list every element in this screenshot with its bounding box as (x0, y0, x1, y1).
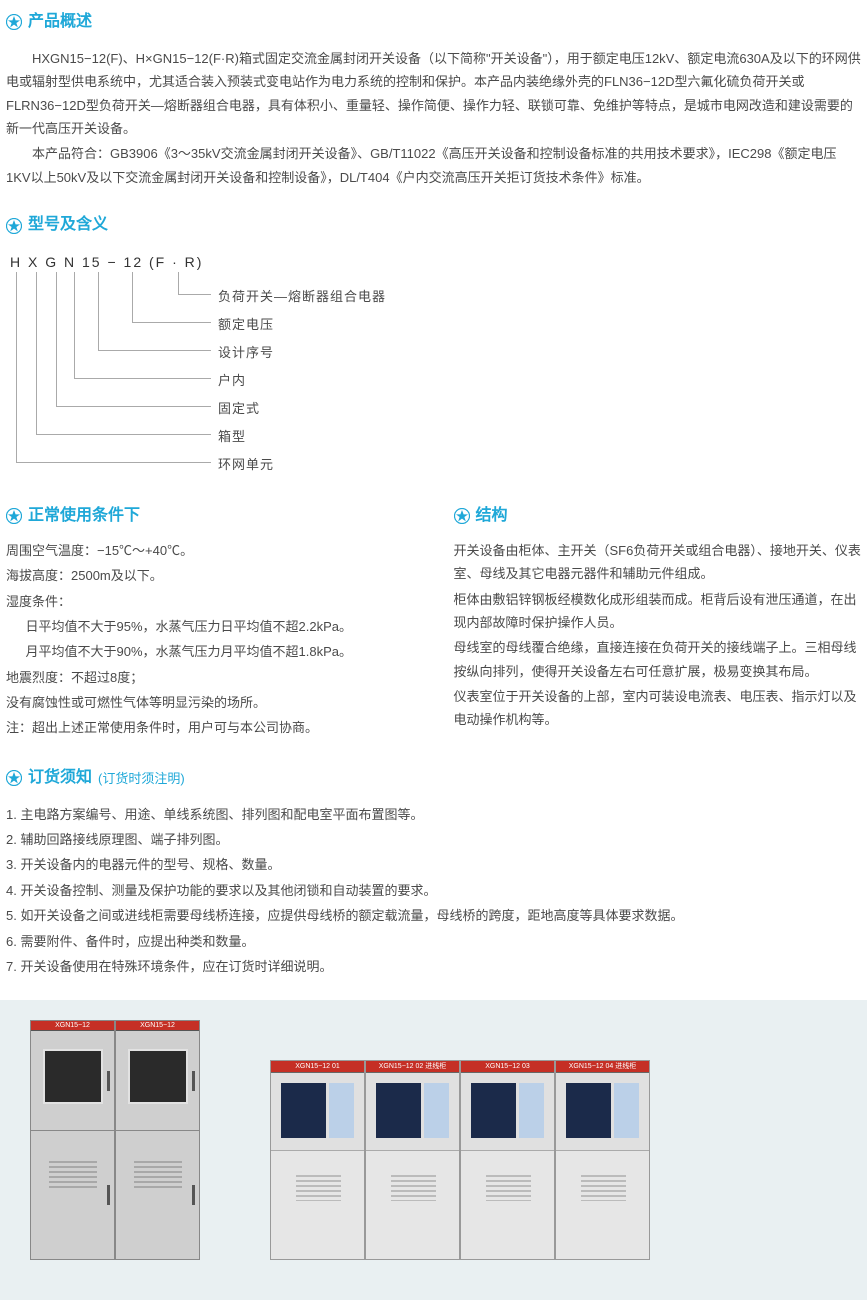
model-header: 型号及含义 (6, 211, 861, 240)
conditions-header: 正常使用条件下 (6, 502, 414, 531)
cabinet-label: XGN15−12 01 (271, 1061, 364, 1073)
order-item: 7. 开关设备使用在特殊环境条件，应在订货时详细说明。 (6, 955, 861, 978)
cond-line: 海拔高度：2500m及以下。 (6, 564, 414, 587)
struct-line: 仪表室位于开关设备的上部，室内可装设电流表、电压表、指示灯以及电动操作机构等。 (454, 685, 862, 732)
two-column-row: 正常使用条件下 周围空气温度：−15℃～+40℃。 海拔高度：2500m及以下。… (6, 502, 861, 742)
cabinet-label: XGN15−12 (31, 1021, 114, 1031)
model-label-0: 负荷开关—熔断器组合电器 (218, 285, 386, 308)
conditions-section: 正常使用条件下 周围空气温度：−15℃～+40℃。 海拔高度：2500m及以下。… (6, 502, 414, 742)
cabinet-label: XGN15−12 (116, 1021, 199, 1031)
model-label-6: 环网单元 (218, 453, 274, 476)
star-icon (6, 218, 22, 234)
model-title: 型号及含义 (28, 211, 108, 240)
model-label-5: 箱型 (218, 425, 246, 448)
cabinet-b-1: XGN15−12 01 (270, 1060, 365, 1260)
model-label-4: 固定式 (218, 397, 260, 420)
overview-para-2: 本产品符合：GB3906《3～35kV交流金属封闭开关设备》、GB/T11022… (6, 142, 861, 189)
ordering-section: 订货须知 (订货时须注明) 1. 主电路方案编号、用途、单线系统图、排列图和配电… (6, 764, 861, 979)
order-item: 6. 需要附件、备件时，应提出种类和数量。 (6, 930, 861, 953)
overview-header: 产品概述 (6, 8, 861, 37)
cond-line: 注：超出上述正常使用条件时，用户可与本公司协商。 (6, 716, 414, 739)
model-label-3: 户内 (218, 369, 246, 392)
cond-line: 周围空气温度：−15℃～+40℃。 (6, 539, 414, 562)
star-icon (6, 14, 22, 30)
cabinet-b-2: XGN15−12 02 进线柜 (365, 1060, 460, 1260)
cond-line: 没有腐蚀性或可燃性气体等明显污染的场所。 (6, 691, 414, 714)
order-item: 5. 如开关设备之间或进线柜需要母线桥连接，应提供母线桥的额定载流量，母线桥的跨… (6, 904, 861, 927)
model-section: 型号及含义 H X G N 15 − 12 (F · R) 负荷开关—熔断器组合… (6, 211, 861, 480)
structure-title: 结构 (476, 502, 508, 531)
model-label-2: 设计序号 (218, 341, 274, 364)
struct-line: 柜体由敷铝锌钢板经模数化成形组装而成。柜背后设有泄压通道，在出现内部故障时保护操… (454, 588, 862, 635)
ordering-list: 1. 主电路方案编号、用途、单线系统图、排列图和配电室平面布置图等。 2. 辅助… (6, 803, 861, 979)
model-diagram: H X G N 15 − 12 (F · R) 负荷开关—熔断器组合电器 额定电… (6, 250, 861, 480)
cabinet-a-2: XGN15−12 (115, 1020, 200, 1260)
order-item: 3. 开关设备内的电器元件的型号、规格、数量。 (6, 853, 861, 876)
cabinet-label: XGN15−12 02 进线柜 (366, 1061, 459, 1073)
overview-section: 产品概述 HXGN15−12(F)、H×GN15−12(F·R)箱式固定交流金属… (6, 8, 861, 189)
cond-line: 日平均值不大于95%，水蒸气压力日平均值不超2.2kPa。 (6, 615, 414, 638)
cond-line: 地震烈度：不超过8度； (6, 666, 414, 689)
model-code: H X G N 15 − 12 (F · R) (10, 250, 203, 275)
cabinet-group-b: XGN15−12 01 XGN15−12 02 进线柜 XGN15−12 03 … (270, 1060, 650, 1260)
ordering-subtitle: (订货时须注明) (98, 767, 185, 790)
structure-header: 结构 (454, 502, 862, 531)
product-images-area: XGN15−12 XGN15−12 XGN15−12 01 XGN15−12 0… (0, 1000, 867, 1300)
cond-line: 湿度条件： (6, 590, 414, 613)
structure-section: 结构 开关设备由柜体、主开关（SF6负荷开关或组合电器）、接地开关、仪表室、母线… (454, 502, 862, 742)
cabinet-label: XGN15−12 04 进线柜 (556, 1061, 649, 1073)
overview-title: 产品概述 (28, 8, 92, 37)
star-icon (6, 508, 22, 524)
struct-line: 母线室的母线覆合绝缘，直接连接在负荷开关的接线端子上。三相母线按纵向排列，使得开… (454, 636, 862, 683)
star-icon (6, 770, 22, 786)
structure-list: 开关设备由柜体、主开关（SF6负荷开关或组合电器）、接地开关、仪表室、母线及其它… (454, 539, 862, 732)
conditions-list: 周围空气温度：−15℃～+40℃。 海拔高度：2500m及以下。 湿度条件： 日… (6, 539, 414, 740)
overview-para-1: HXGN15−12(F)、H×GN15−12(F·R)箱式固定交流金属封闭开关设… (6, 47, 861, 141)
order-item: 4. 开关设备控制、测量及保护功能的要求以及其他闭锁和自动装置的要求。 (6, 879, 861, 902)
ordering-header: 订货须知 (订货时须注明) (6, 764, 861, 793)
cabinet-label: XGN15−12 03 (461, 1061, 554, 1073)
cabinet-a-1: XGN15−12 (30, 1020, 115, 1260)
cabinet-b-4: XGN15−12 04 进线柜 (555, 1060, 650, 1260)
struct-line: 开关设备由柜体、主开关（SF6负荷开关或组合电器）、接地开关、仪表室、母线及其它… (454, 539, 862, 586)
order-item: 1. 主电路方案编号、用途、单线系统图、排列图和配电室平面布置图等。 (6, 803, 861, 826)
conditions-title: 正常使用条件下 (28, 502, 140, 531)
cond-line: 月平均值不大于90%，水蒸气压力月平均值不超1.8kPa。 (6, 640, 414, 663)
ordering-title: 订货须知 (28, 764, 92, 793)
cabinet-b-3: XGN15−12 03 (460, 1060, 555, 1260)
star-icon (454, 508, 470, 524)
cabinet-group-a: XGN15−12 XGN15−12 (30, 1020, 200, 1260)
order-item: 2. 辅助回路接线原理图、端子排列图。 (6, 828, 861, 851)
model-label-1: 额定电压 (218, 313, 274, 336)
overview-body: HXGN15−12(F)、H×GN15−12(F·R)箱式固定交流金属封闭开关设… (6, 47, 861, 189)
